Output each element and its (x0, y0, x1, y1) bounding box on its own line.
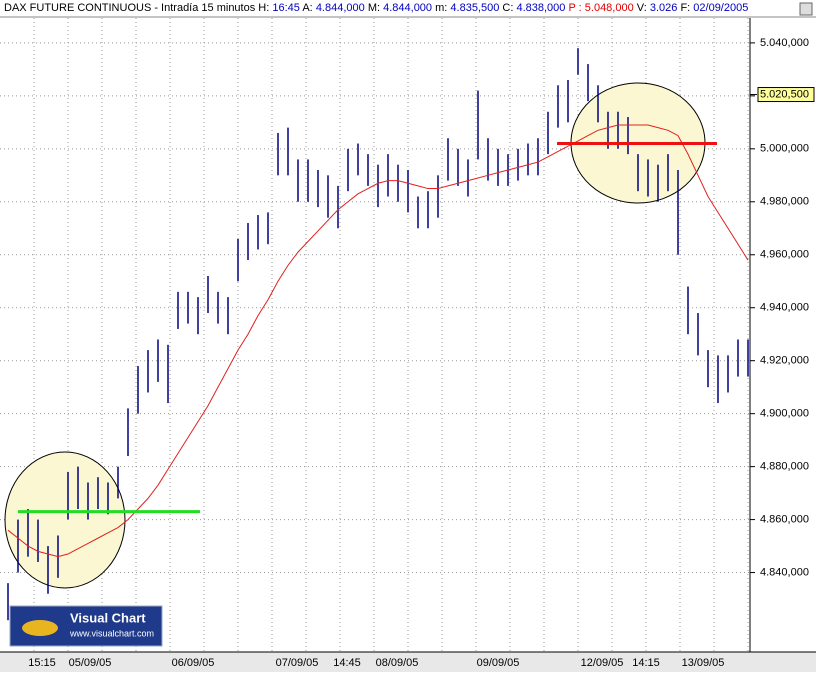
x-axis-strip (0, 652, 816, 672)
y-tick-label: 4.980,000 (760, 196, 809, 208)
header-part: 4.844,000 (383, 2, 432, 14)
y-tick-label: 5.000,000 (760, 143, 809, 155)
header-part: H: (258, 2, 269, 14)
logo-icon (22, 620, 58, 636)
header-part: 4.835,500 (450, 2, 499, 14)
last-price-box (757, 87, 815, 103)
x-label: 14:15 (632, 657, 660, 669)
x-label: 13/09/05 (682, 657, 725, 669)
x-label: 05/09/05 (69, 657, 112, 669)
y-tick-label: 4.860,000 (760, 513, 809, 525)
logo-url: www.visualchart.com (69, 628, 154, 638)
moving-average (7, 124, 749, 558)
y-tick-label: 4.960,000 (760, 249, 809, 261)
close-button[interactable] (799, 2, 813, 16)
y-tick-label: 4.880,000 (760, 461, 809, 473)
logo: Visual Chart www.visualchart.com (9, 605, 163, 647)
logo-title: Visual Chart (70, 610, 146, 625)
highlight-circle (4, 451, 126, 589)
y-tick-label: 4.840,000 (760, 566, 809, 578)
y-tick-label: 4.900,000 (760, 408, 809, 420)
header-part: F: (680, 2, 690, 14)
x-label: 09/09/05 (477, 657, 520, 669)
x-label: 08/09/05 (376, 657, 419, 669)
x-label: 15:15 (28, 657, 56, 669)
x-label: 12/09/05 (581, 657, 624, 669)
header-part: 4.838,000 (516, 2, 565, 14)
header-part: V: (637, 2, 647, 14)
header-part: A: (302, 2, 312, 14)
x-label: 14:45 (333, 657, 361, 669)
x-label: 07/09/05 (276, 657, 319, 669)
header: DAX FUTURE CONTINUOUS - Intradía 15 minu… (4, 2, 748, 14)
header-part: DAX FUTURE CONTINUOUS - Intradía 15 minu… (4, 2, 256, 14)
last-price-label: 5.020,500 (760, 88, 809, 100)
header-part: C: (502, 2, 513, 14)
y-tick-label: 4.940,000 (760, 302, 809, 314)
header-part: m: (435, 2, 447, 14)
header-part: M: (368, 2, 380, 14)
header-part: 16:45 (272, 2, 300, 14)
header-part: 02/09/2005 (693, 2, 748, 14)
header-part: 4.844,000 (316, 2, 365, 14)
x-label: 06/09/05 (172, 657, 215, 669)
y-tick-label: 4.920,000 (760, 355, 809, 367)
header-part: P : 5.048,000 (568, 2, 633, 14)
marks (7, 48, 749, 621)
y-tick-label: 5.040,000 (760, 37, 809, 49)
x-labels: 15:15 05/09/05 06/09/05 07/09/05 14:45 0… (28, 657, 724, 669)
header-part: 3.026 (650, 2, 678, 14)
